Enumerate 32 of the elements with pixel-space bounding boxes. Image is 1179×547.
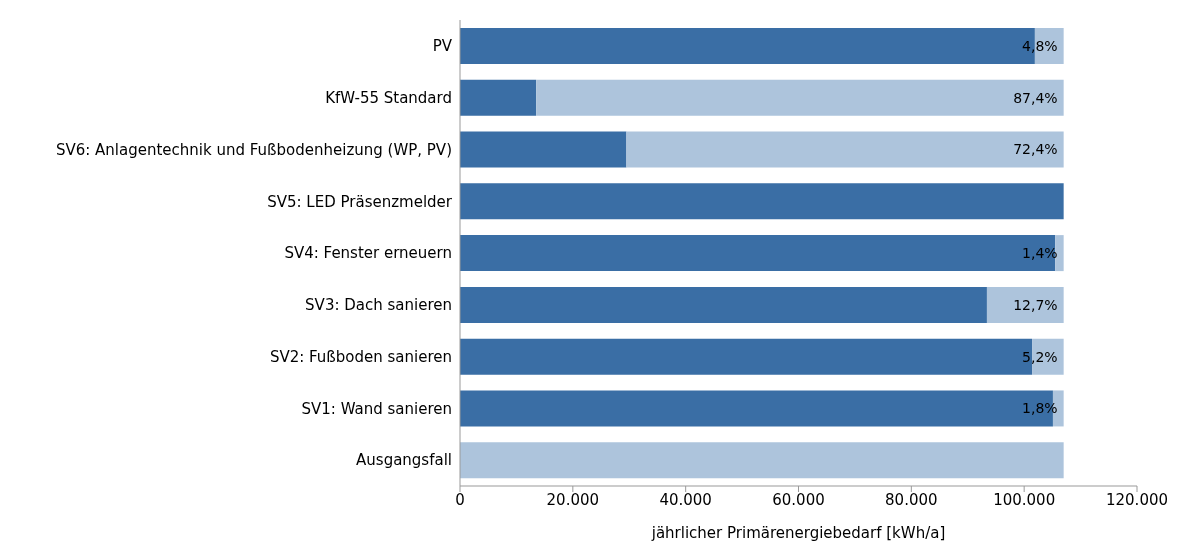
bar bbox=[460, 79, 537, 116]
bar bbox=[460, 286, 987, 323]
bar bbox=[986, 286, 1064, 323]
y-tick-label: SV5: LED Präsenzmelder bbox=[267, 192, 453, 211]
y-tick-label: SV4: Fenster erneuern bbox=[284, 244, 452, 263]
y-tick-label: SV2: Fußboden sanieren bbox=[269, 347, 452, 366]
bar bbox=[460, 235, 1056, 272]
annotation: 5,2% bbox=[1022, 348, 1058, 365]
y-tick-label: PV bbox=[432, 37, 453, 56]
annotation: 4,8% bbox=[1022, 37, 1058, 54]
bar bbox=[460, 131, 627, 168]
annotation: 87,4% bbox=[1013, 89, 1058, 106]
annotation: 12,7% bbox=[1013, 296, 1058, 313]
bar bbox=[536, 79, 1064, 116]
x-tick-label: 40.000 bbox=[659, 490, 712, 509]
y-tick-label: KfW-55 Standard bbox=[325, 88, 452, 107]
x-tick-label: 80.000 bbox=[885, 490, 938, 509]
y-tick-label: Ausgangsfall bbox=[356, 451, 452, 470]
x-axis-title: jährlicher Primärenergiebedarf [kWh/a] bbox=[650, 524, 946, 542]
annotation: 72,4% bbox=[1013, 141, 1058, 158]
x-tick-label: 100.000 bbox=[993, 490, 1056, 509]
bar bbox=[1055, 235, 1064, 272]
y-tick-label: SV3: Dach sanieren bbox=[305, 296, 452, 315]
bar bbox=[626, 131, 1064, 168]
x-tick-label: 20.000 bbox=[546, 490, 600, 509]
bar bbox=[460, 442, 1064, 479]
y-tick-label: SV6: Anlagentechnik und Fußbodenheizung (WP, PV) bbox=[55, 140, 452, 159]
x-tick-label: 0 bbox=[455, 490, 465, 509]
y-tick-label: SV1: Wand sanieren bbox=[301, 399, 452, 418]
bar bbox=[460, 183, 1064, 220]
x-tick-label: 60.000 bbox=[772, 490, 825, 509]
x-tick-label: 120.000 bbox=[1105, 490, 1169, 509]
